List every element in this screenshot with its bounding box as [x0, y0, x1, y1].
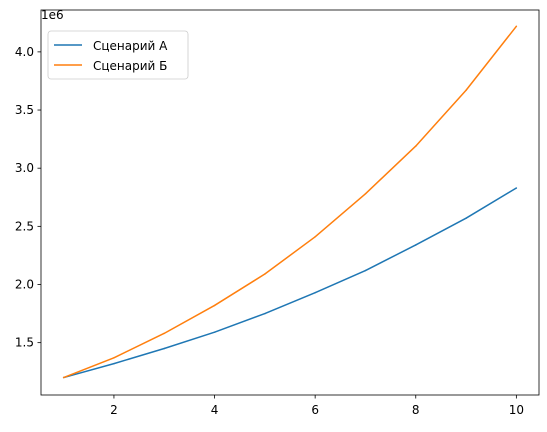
- series-1-point-1: [113, 357, 115, 359]
- series-1-point-4: [264, 273, 266, 275]
- series-line-0: [63, 187, 517, 379]
- series-0-point-5: [314, 291, 316, 294]
- series-0-point-8: [465, 217, 467, 219]
- legend-label-scenario-a: Сценарий А: [93, 39, 168, 53]
- series-1-point-7: [415, 145, 417, 147]
- series-0-point-4: [264, 312, 266, 315]
- x-axis: 2 4 6 8 10: [110, 395, 524, 417]
- y-tick-label: 1.5: [15, 336, 34, 350]
- x-tick-label: 10: [509, 403, 524, 417]
- series-0-point-9: [515, 187, 518, 189]
- x-tick-label: 2: [110, 403, 118, 417]
- y-tick-label: 3.0: [15, 161, 34, 175]
- series-1-point-9: [515, 25, 518, 28]
- y-tick-label: 4.0: [15, 45, 34, 59]
- y-tick-label: 3.5: [15, 103, 34, 117]
- series-layer: [62, 25, 518, 379]
- legend-box: [47, 30, 189, 80]
- series-line-1: [63, 25, 517, 379]
- legend: Сценарий А Сценарий Б: [47, 30, 189, 80]
- series-0-point-3: [213, 331, 216, 333]
- y-axis: 1.5 2.0 2.5 3.0 3.5 4.0: [15, 45, 41, 350]
- x-tick-label: 4: [211, 403, 219, 417]
- series-0-point-6: [364, 269, 367, 272]
- series-0-point-1: [113, 362, 115, 365]
- x-tick-label: 8: [412, 403, 420, 417]
- series-1-point-0: [62, 376, 65, 379]
- legend-label-scenario-b: Сценарий Б: [93, 59, 167, 73]
- y-axis-offset-label: 1e6: [41, 8, 64, 22]
- x-tick-label: 6: [311, 403, 319, 417]
- series-1-point-8: [465, 89, 467, 92]
- y-tick-label: 2.5: [15, 219, 34, 233]
- series-1-point-2: [163, 332, 165, 335]
- series-0-point-7: [415, 244, 417, 246]
- series-1-point-6: [364, 193, 367, 195]
- plot-area-frame: [40, 9, 540, 396]
- series-0-point-2: [163, 347, 165, 350]
- series-1-point-3: [213, 304, 216, 307]
- series-1-point-5: [314, 236, 316, 238]
- y-tick-label: 2.0: [15, 278, 34, 292]
